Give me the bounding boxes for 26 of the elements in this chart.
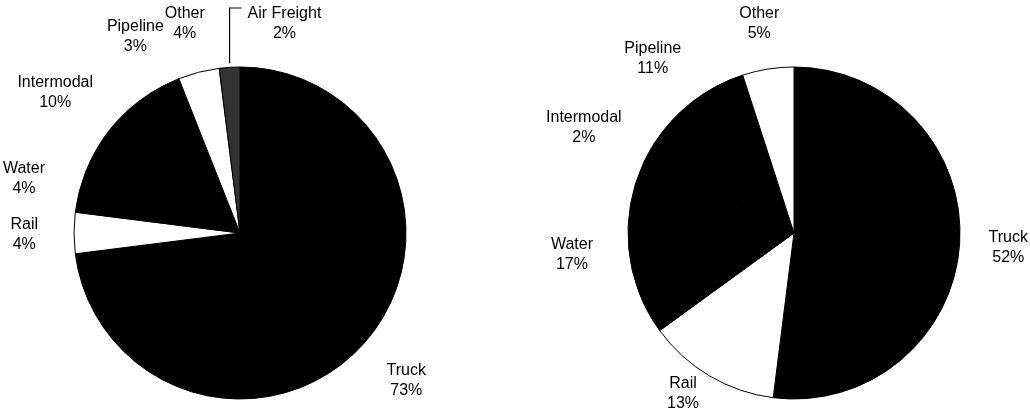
slice-label: Other — [164, 3, 206, 21]
data-label: 10% — [39, 92, 72, 110]
data-label: 4% — [12, 179, 36, 197]
slice-label: Water — [2, 159, 46, 177]
slice-label: Truck — [386, 361, 428, 379]
data-label: 11% — [637, 59, 669, 77]
slice-label: Pipeline — [624, 39, 682, 57]
slice-label: Water — [550, 235, 594, 253]
slice-label: Pipeline — [106, 16, 164, 34]
slice-label: Other — [739, 3, 780, 21]
slice-label: Rail — [10, 214, 38, 232]
slice-label: Air Freight — [247, 3, 322, 21]
slice-label: Intermodal — [17, 72, 94, 90]
data-label: 73% — [390, 381, 423, 399]
data-label: 2% — [272, 23, 297, 41]
data-label: 2% — [572, 127, 596, 145]
data-label: 4% — [173, 23, 197, 41]
data-label: 4% — [12, 234, 36, 252]
data-label: 17% — [555, 255, 588, 273]
slice-label: Intermodal — [546, 107, 622, 125]
slice-label: Rail — [669, 373, 697, 391]
data-label: 5% — [747, 23, 771, 41]
slice-label: Truck — [988, 228, 1029, 246]
data-label: 13% — [667, 393, 700, 411]
data-label: 3% — [123, 36, 147, 54]
data-label: 52% — [992, 248, 1025, 266]
